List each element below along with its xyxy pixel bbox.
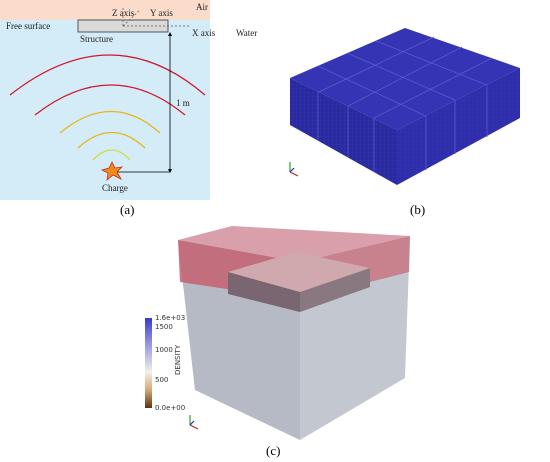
- y-axis-label: Y axis: [150, 8, 173, 18]
- colorbar-tick-label: 1.6e+03: [155, 314, 185, 322]
- z-axis-label: Z axis: [112, 8, 135, 18]
- air-label: Air: [196, 2, 208, 12]
- wave: [77, 131, 146, 149]
- mesh-lines: [317, 36, 493, 172]
- structure-left: [228, 272, 300, 312]
- wave: [59, 110, 161, 134]
- water-label: Water: [236, 28, 257, 38]
- charge-icon: [100, 161, 124, 181]
- panel-label: (c): [266, 443, 280, 458]
- mesh-grid: [397, 68, 520, 185]
- mesh-grid: [290, 78, 397, 185]
- axis-triad: [289, 162, 299, 177]
- colorbar-title: DENSITY: [174, 344, 182, 375]
- panel-label: (b): [410, 202, 425, 217]
- charge-label: Charge: [102, 183, 128, 193]
- x-axis-label: X axis: [192, 28, 216, 38]
- structure-top: [228, 252, 370, 292]
- axis-triad: [189, 415, 199, 430]
- panel-a: Air Free surface Z axis Y axis X axis Wa…: [0, 0, 257, 217]
- air-layer: [0, 0, 210, 20]
- colorbar-tick-label: 500: [155, 376, 168, 384]
- colorbar-tick-label: 1500: [155, 323, 173, 331]
- colorbar-tick-label: 1000: [155, 346, 173, 354]
- panel-b: (b): [289, 28, 520, 217]
- wave: [34, 84, 186, 116]
- wave: [9, 54, 206, 96]
- colorbar-tick-label: 0.0e+00: [155, 404, 185, 412]
- colorbar: [145, 318, 152, 408]
- structure-label: Structure: [80, 34, 113, 44]
- panel-label: (a): [120, 202, 134, 217]
- structure-right: [300, 268, 370, 312]
- panel-c: 1.6e+03 1500 1000 500 0.0e+00 DENSITY (c…: [145, 226, 410, 458]
- free-surface-label: Free surface: [6, 21, 50, 31]
- air-top: [178, 226, 410, 262]
- wave: [92, 149, 131, 161]
- distance-label: 1 m: [176, 98, 190, 108]
